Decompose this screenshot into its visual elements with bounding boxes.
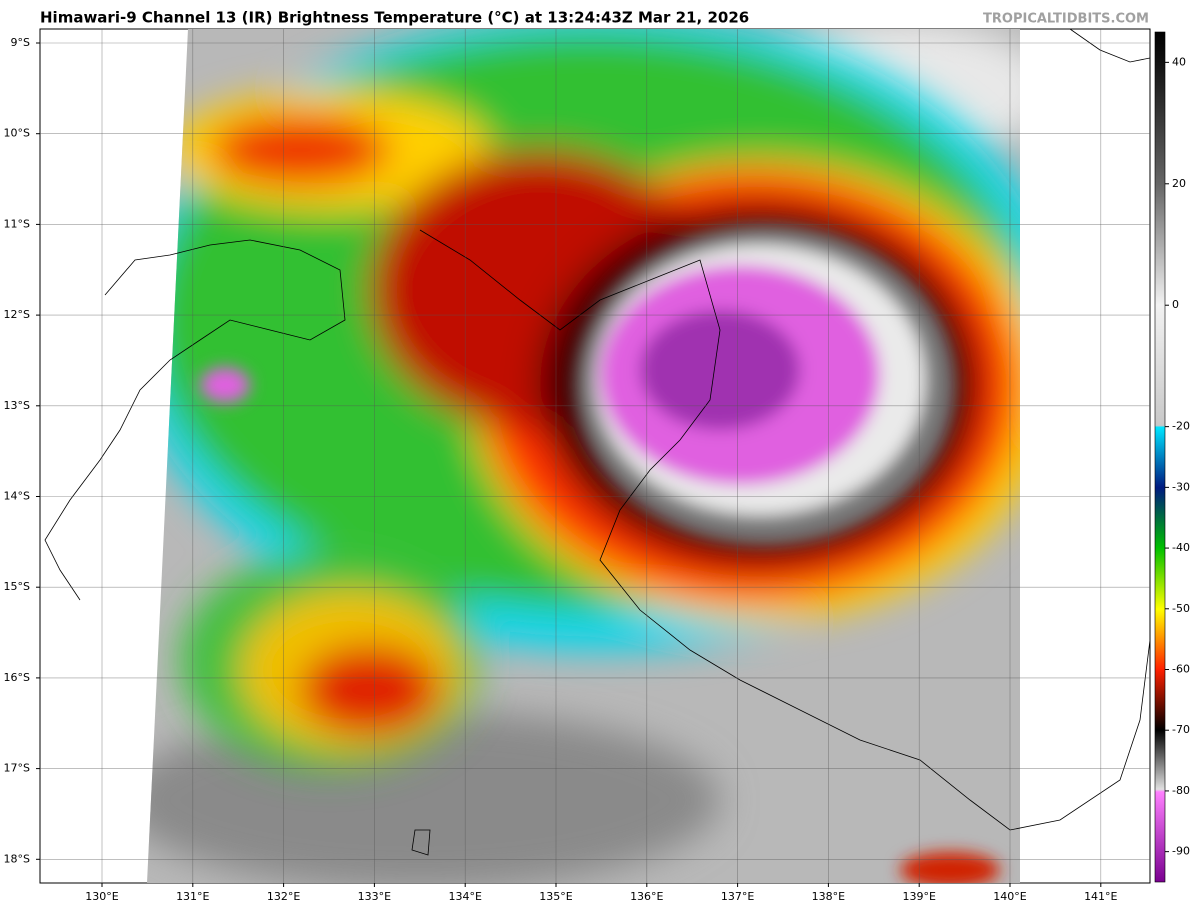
longitude-label: 133°E — [358, 890, 391, 903]
latitude-label: 13°S — [4, 399, 30, 412]
longitude-label: 139°E — [902, 890, 935, 903]
longitude-label: 140°E — [993, 890, 1026, 903]
longitude-label: 131°E — [176, 890, 209, 903]
longitude-label: 136°E — [630, 890, 663, 903]
colorbar-tick-label: -50 — [1172, 602, 1190, 615]
satellite-imagery — [147, 29, 1020, 883]
colorbar-tick-label: -80 — [1172, 784, 1190, 797]
colorbar-tick-label: 0 — [1172, 298, 1179, 311]
colorbar-tick-label: 20 — [1172, 177, 1186, 190]
longitude-label: 137°E — [721, 890, 754, 903]
longitude-label: 135°E — [539, 890, 572, 903]
title: Himawari-9 Channel 13 (IR) Brightness Te… — [40, 9, 749, 27]
latitude-label: 11°S — [4, 217, 30, 230]
latitude-label: 10°S — [4, 127, 30, 140]
latitude-label: 14°S — [4, 490, 30, 503]
colorbar-tick-label: -60 — [1172, 663, 1190, 676]
latitude-label: 12°S — [4, 308, 30, 321]
watermark: TROPICALTIDBITS.COM — [983, 12, 1149, 27]
latitude-label: 17°S — [4, 762, 30, 775]
colorbar-tick-label: 40 — [1172, 55, 1186, 68]
latitude-label: 18°S — [4, 852, 30, 865]
longitude-label: 141°E — [1084, 890, 1117, 903]
latitude-label: 15°S — [4, 580, 30, 593]
colorbar-tick-label: -20 — [1172, 420, 1190, 433]
colorbar-tick-label: -30 — [1172, 480, 1190, 493]
longitude-label: 132°E — [267, 890, 300, 903]
colorbar-tick-label: -90 — [1172, 845, 1190, 858]
colorbar — [1154, 31, 1166, 883]
graticule — [36, 29, 1150, 887]
longitude-label: 134°E — [448, 890, 481, 903]
longitude-label: 130°E — [85, 890, 118, 903]
longitude-label: 138°E — [812, 890, 845, 903]
latitude-label: 16°S — [4, 671, 30, 684]
latitude-label: 9°S — [11, 36, 30, 49]
colorbar-tick-label: -40 — [1172, 541, 1190, 554]
colorbar-tick-label: -70 — [1172, 723, 1190, 736]
